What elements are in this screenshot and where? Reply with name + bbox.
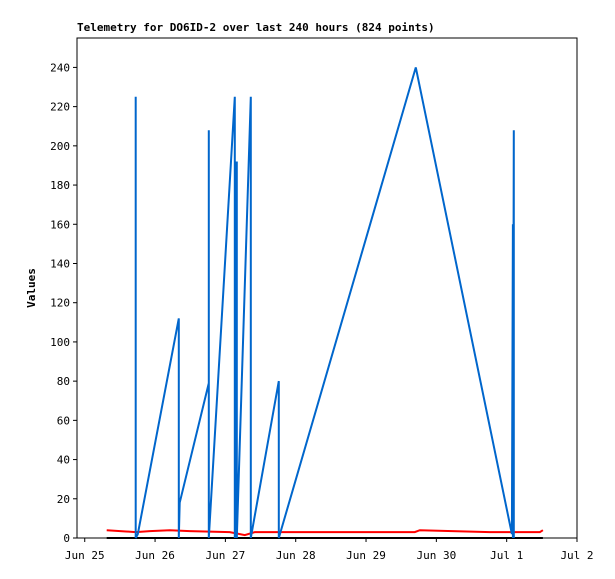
y-tick-label: 160 — [50, 218, 70, 231]
x-tick-label: Jul 2 — [560, 549, 593, 562]
y-tick-label: 20 — [57, 493, 70, 506]
y-tick-label: 0 — [63, 532, 70, 545]
x-tick-label: Jun 30 — [416, 549, 456, 562]
y-tick-label: 140 — [50, 257, 70, 270]
y-tick-label: 40 — [57, 454, 70, 467]
y-tick-label: 100 — [50, 336, 70, 349]
y-tick-label: 180 — [50, 179, 70, 192]
x-tick-label: Jun 27 — [206, 549, 246, 562]
x-tick-label: Jun 29 — [346, 549, 386, 562]
y-tick-label: 200 — [50, 140, 70, 153]
x-tick-label: Jun 26 — [135, 549, 175, 562]
y-tick-label: 80 — [57, 375, 70, 388]
y-tick-label: 220 — [50, 101, 70, 114]
series-line — [134, 67, 515, 539]
y-tick-label: 240 — [50, 61, 70, 74]
y-tick-label: 120 — [50, 297, 70, 310]
y-axis-label: Values — [25, 268, 38, 308]
chart-title: Telemetry for DO6ID-2 over last 240 hour… — [77, 21, 435, 34]
y-tick-label: 60 — [57, 414, 70, 427]
series-line — [106, 529, 544, 537]
x-tick-label: Jun 25 — [65, 549, 105, 562]
x-tick-label: Jun 28 — [276, 549, 316, 562]
x-tick-label: Jul 1 — [490, 549, 523, 562]
